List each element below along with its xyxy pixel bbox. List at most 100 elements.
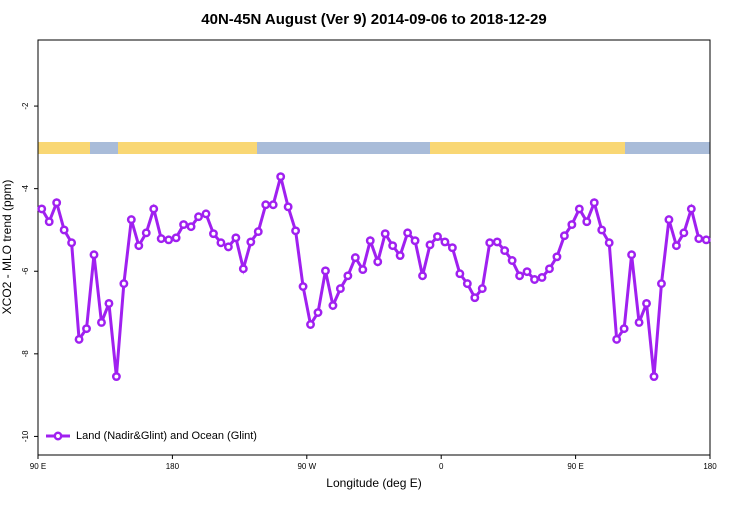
legend-marker xyxy=(53,431,63,441)
data-point xyxy=(425,240,435,250)
data-point xyxy=(52,198,62,208)
data-point xyxy=(119,279,129,289)
data-point xyxy=(679,228,689,238)
data-point xyxy=(388,241,398,251)
legend: Land (Nadir&Glint) and Ocean (Glint) xyxy=(46,430,257,442)
x-tick-label: 0 xyxy=(439,462,444,471)
data-point xyxy=(44,217,54,227)
data-point xyxy=(477,284,487,294)
x-axis-label: Longitude (deg E) xyxy=(326,476,421,490)
data-point xyxy=(455,269,465,279)
data-point xyxy=(37,204,47,214)
data-point xyxy=(141,228,151,238)
y-tick-label: -4 xyxy=(21,185,30,193)
data-point xyxy=(418,271,427,281)
land-ocean-strip xyxy=(38,142,710,154)
data-point xyxy=(306,320,315,329)
data-point xyxy=(642,299,651,308)
data-point xyxy=(126,215,136,225)
data-point xyxy=(321,266,330,276)
y-axis-label: XCO2 - MLO trend (ppm) xyxy=(0,180,14,315)
data-point xyxy=(582,217,592,227)
data-point xyxy=(410,236,420,246)
data-point xyxy=(664,215,674,225)
data-point xyxy=(470,293,480,303)
data-point xyxy=(335,284,345,294)
data-point xyxy=(238,264,248,274)
data-point xyxy=(574,204,584,214)
data-point xyxy=(380,229,390,239)
data-point xyxy=(627,250,637,260)
data-point xyxy=(59,225,69,235)
data-point xyxy=(246,237,256,247)
data-point xyxy=(156,234,166,244)
data-point xyxy=(612,334,622,344)
data-point xyxy=(111,372,121,381)
legend-label: Land (Nadir&Glint) and Ocean (Glint) xyxy=(76,430,257,442)
data-point xyxy=(447,243,457,253)
data-point xyxy=(253,227,263,237)
data-point xyxy=(164,235,174,245)
data-point xyxy=(216,238,226,248)
plot-frame xyxy=(37,39,711,456)
data-point xyxy=(104,299,114,308)
data-point xyxy=(373,257,383,267)
data-point xyxy=(515,271,525,281)
data-point xyxy=(395,251,405,261)
data-point xyxy=(537,272,547,282)
data-point xyxy=(634,317,644,327)
data-point xyxy=(179,220,189,230)
data-point xyxy=(485,238,495,248)
data-point xyxy=(589,198,599,208)
data-point xyxy=(597,225,607,235)
x-tick-label: 180 xyxy=(703,462,717,471)
data-point xyxy=(223,242,233,252)
data-point xyxy=(403,228,413,238)
y-tick-label: -8 xyxy=(21,350,30,358)
data-point xyxy=(530,275,539,284)
data-point xyxy=(194,212,203,222)
x-tick-label: 90 W xyxy=(297,462,316,471)
land-band xyxy=(38,142,90,154)
data-point xyxy=(619,324,629,334)
data-point xyxy=(365,236,375,246)
data-point xyxy=(67,238,77,248)
data-point xyxy=(545,264,554,274)
data-point xyxy=(433,232,442,242)
data-point xyxy=(298,282,308,291)
data-point xyxy=(462,279,472,289)
data-point xyxy=(507,256,517,265)
data-point xyxy=(671,241,681,251)
data-point xyxy=(552,252,562,262)
data-point xyxy=(440,237,450,247)
data-point xyxy=(201,209,211,219)
data-point xyxy=(604,238,614,248)
data-point xyxy=(657,279,666,289)
data-point xyxy=(343,271,353,281)
data-point xyxy=(291,226,301,236)
data-point xyxy=(328,301,338,310)
x-tick-label: 180 xyxy=(166,462,180,471)
data-point xyxy=(82,324,91,334)
data-point xyxy=(89,250,99,260)
chart-title: 40N-45N August (Ver 9) 2014-09-06 to 201… xyxy=(201,11,546,28)
data-point xyxy=(567,220,577,230)
data-point xyxy=(268,200,278,210)
data-point xyxy=(134,241,144,251)
data-point xyxy=(171,233,181,243)
y-tick-label: -10 xyxy=(21,430,30,442)
data-point xyxy=(492,237,502,247)
x-tick-label: 90 E xyxy=(30,462,46,471)
data-point xyxy=(350,253,360,263)
data-point xyxy=(261,200,271,210)
y-tick-label: -2 xyxy=(21,102,30,110)
data-point xyxy=(701,235,711,245)
data-point xyxy=(74,334,84,344)
data-point xyxy=(209,229,218,239)
land-band xyxy=(118,142,257,154)
data-point xyxy=(500,246,510,256)
x-tick-label: 90 E xyxy=(567,462,583,471)
data-point xyxy=(313,308,323,317)
data-point xyxy=(694,234,704,244)
